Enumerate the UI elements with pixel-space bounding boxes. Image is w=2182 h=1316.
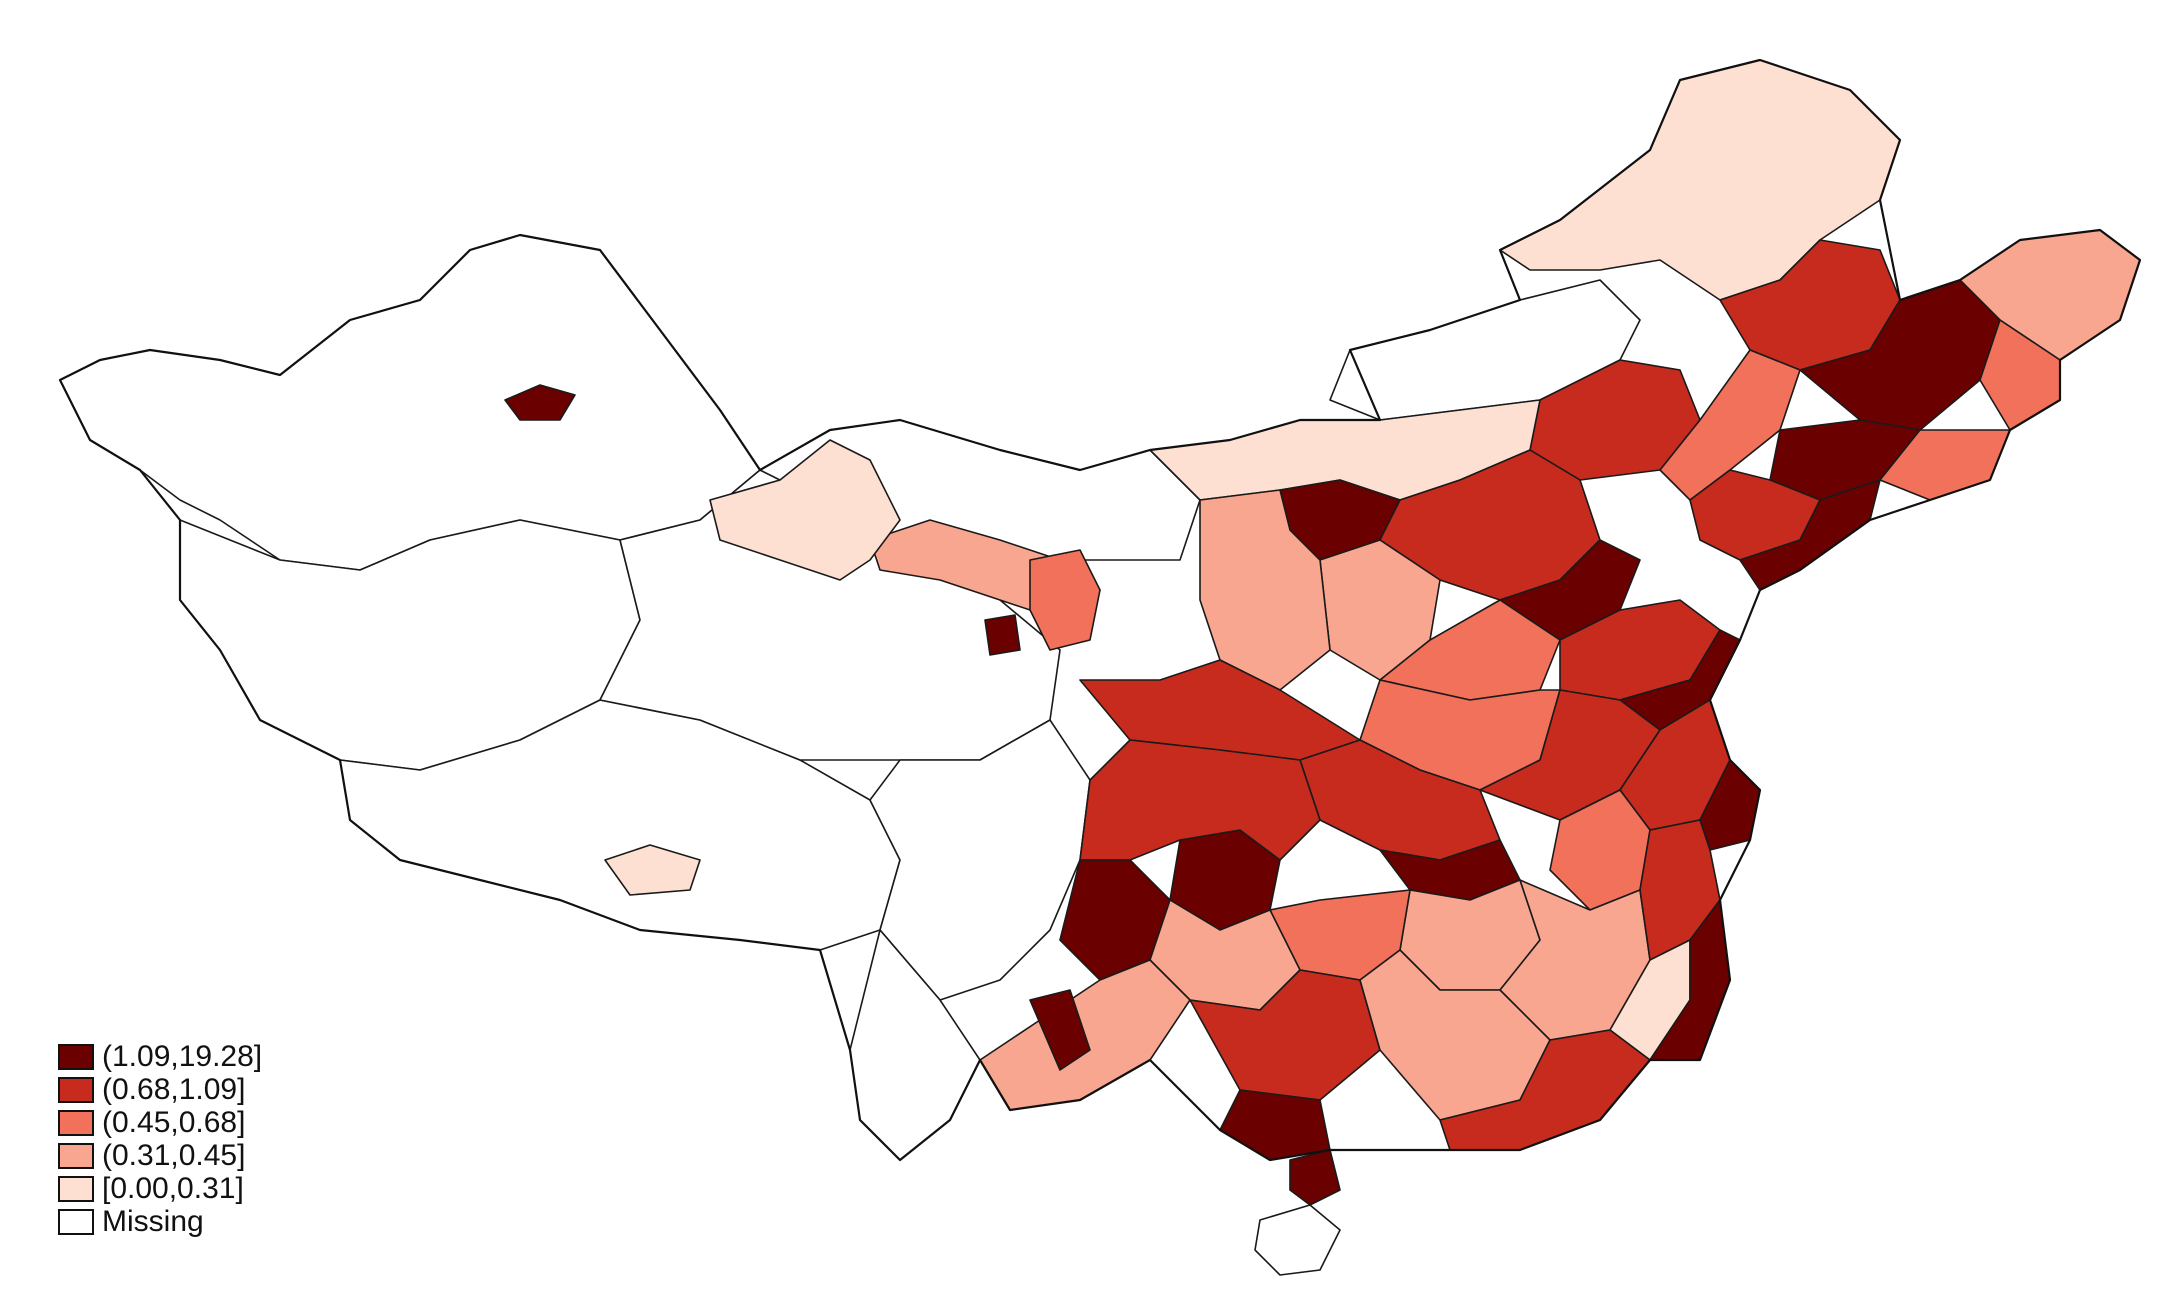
region-guangxi-b xyxy=(1219,1089,1331,1161)
region-sichuan-west xyxy=(869,719,1091,1001)
legend-item-missing: Missing xyxy=(58,1205,262,1238)
legend-item-c4: (0.68,1.09] xyxy=(58,1073,262,1106)
map-legend: (1.09,19.28] (0.68,1.09] (0.45,0.68] (0.… xyxy=(58,1040,262,1238)
legend-swatch xyxy=(58,1175,94,1202)
legend-item-c5: (1.09,19.28] xyxy=(58,1040,262,1073)
region-hainan-tip xyxy=(1289,1149,1341,1206)
legend-item-c3: (0.45,0.68] xyxy=(58,1106,262,1139)
region-qinghai-spot xyxy=(984,614,1021,656)
region-xinjiang-north xyxy=(59,234,761,571)
legend-item-c1: [0.00,0.31] xyxy=(58,1172,262,1205)
legend-label: (0.45,0.68] xyxy=(102,1105,246,1139)
legend-label: (0.31,0.45] xyxy=(102,1138,246,1172)
legend-label: (1.09,19.28] xyxy=(102,1039,263,1073)
region-xinjiang-spot xyxy=(504,384,576,421)
legend-swatch xyxy=(58,1043,94,1070)
region-hainan-body xyxy=(1254,1204,1341,1276)
legend-label: Missing xyxy=(102,1204,204,1238)
legend-swatch xyxy=(58,1076,94,1103)
legend-swatch xyxy=(58,1208,94,1235)
legend-swatch xyxy=(58,1109,94,1136)
region-tibet-spot xyxy=(604,844,701,896)
region-shaanxi-b xyxy=(1079,659,1361,761)
missing-regions xyxy=(59,234,1641,1276)
country-outline xyxy=(58,58,2142,1162)
legend-swatch xyxy=(58,1142,94,1169)
region-yunnan-b xyxy=(1029,989,1091,1071)
legend-item-c2: (0.31,0.45] xyxy=(58,1139,262,1172)
legend-label: (0.68,1.09] xyxy=(102,1072,246,1106)
legend-label: [0.00,0.31] xyxy=(102,1171,244,1205)
region-gansu-west xyxy=(709,439,901,581)
region-ningxia xyxy=(1029,549,1101,651)
region-shaanxi-a xyxy=(1199,489,1331,691)
